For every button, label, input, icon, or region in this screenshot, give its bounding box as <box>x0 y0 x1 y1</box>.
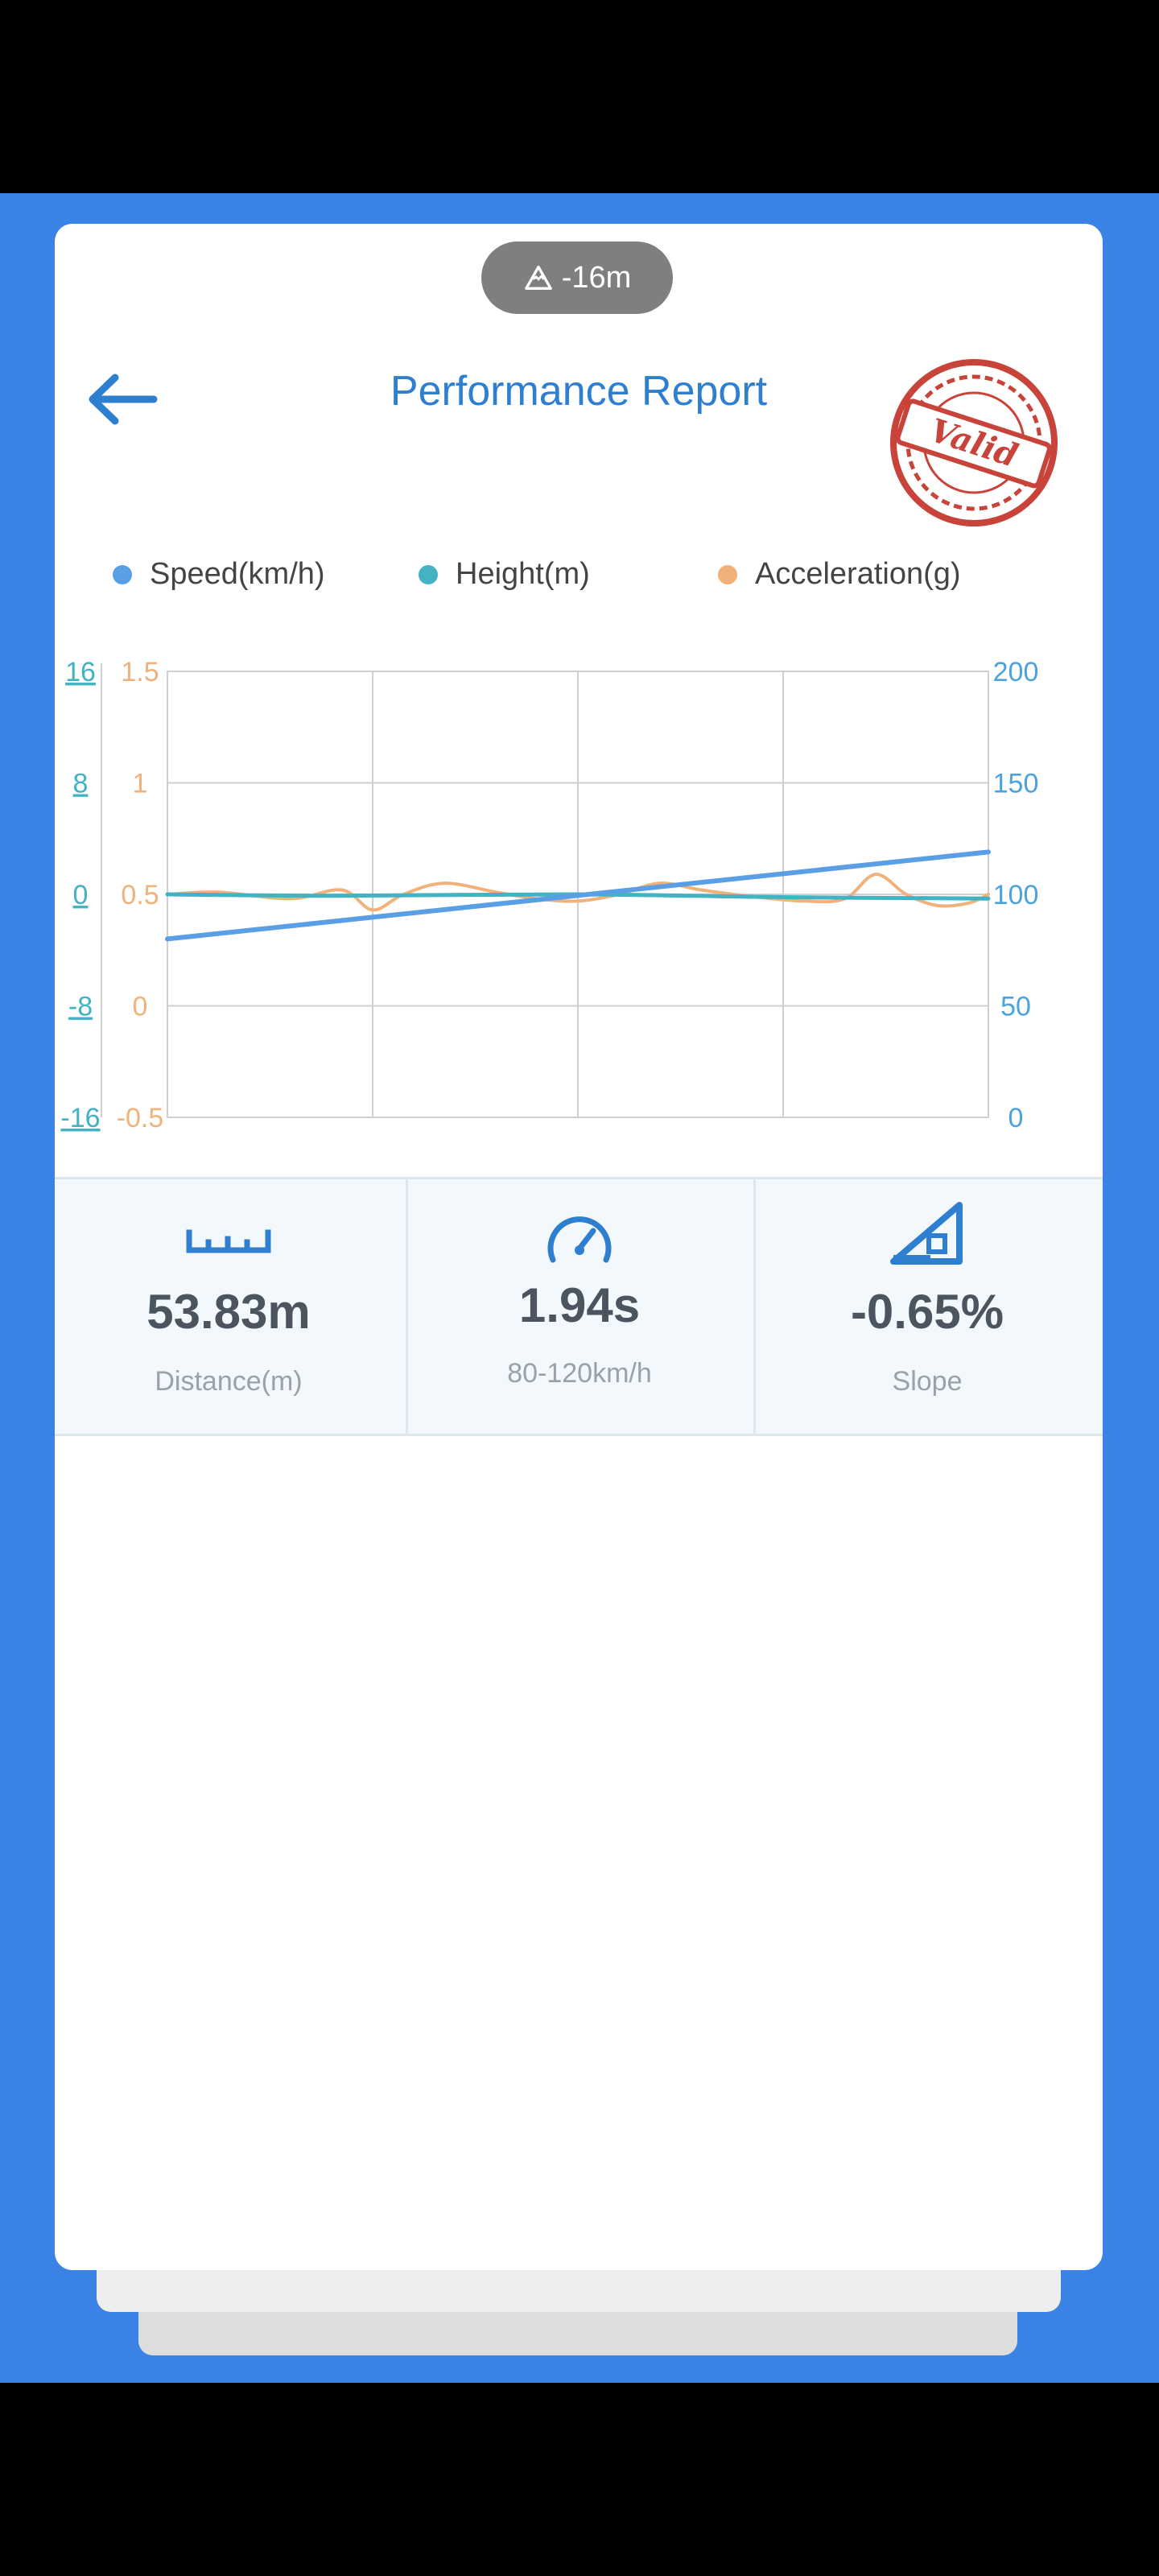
elevation-badge: -16m <box>481 242 673 314</box>
back-arrow-icon <box>89 374 158 425</box>
speed-axis-tick-label: 200 <box>993 657 1039 687</box>
acceleration-axis-tick-label: 1 <box>133 769 148 799</box>
legend-height-label: Height(m) <box>456 557 590 591</box>
acceleration-axis-tick-label: 0.5 <box>121 880 159 910</box>
acceleration-legend-dot <box>718 564 737 584</box>
series-line-speed <box>165 849 991 942</box>
chart-legend: Speed(km/h) Height(m) Acceleration(g) <box>87 557 1085 605</box>
slope-icon <box>890 1202 963 1265</box>
speed-axis-tick-label: 150 <box>993 769 1039 799</box>
height-axis-tick-label: 16 <box>65 657 96 687</box>
mountain-icon <box>524 266 552 290</box>
distance-label: Distance(m) <box>155 1366 303 1397</box>
legend-speed-label: Speed(km/h) <box>150 557 325 591</box>
slope-value: -0.65% <box>850 1285 1004 1339</box>
stats-panel: 53.83m Distance(m) 1.94s 80-120km/h <box>55 1177 1103 1436</box>
stat-slope: -0.65% Slope <box>753 1179 1101 1434</box>
acceleration-time-label: 80-120km/h <box>507 1358 652 1389</box>
height-axis-tick-label: -16 <box>60 1103 100 1133</box>
ruler-icon <box>186 1229 271 1253</box>
stat-divider <box>406 1179 408 1434</box>
report-card: -16m Performance Report Valid Speed(km/h… <box>55 224 1103 2270</box>
back-button[interactable] <box>82 359 163 440</box>
elevation-value: -16m <box>561 260 632 295</box>
height-axis-tick-label: 0 <box>73 880 89 910</box>
height-axis-tick-label: -8 <box>68 992 93 1022</box>
speedometer-icon <box>547 1216 612 1263</box>
height-legend-dot <box>419 564 438 584</box>
acceleration-axis-tick-label: 0 <box>133 992 148 1022</box>
legend-acceleration[interactable]: Acceleration(g) <box>718 557 961 592</box>
valid-stamp: Valid <box>885 354 1062 531</box>
height-axis-tick-label: 8 <box>73 769 89 799</box>
acceleration-axis-tick-label: 1.5 <box>121 657 159 687</box>
stamp-seal-icon <box>890 359 1058 526</box>
speed-axis-tick-label: 100 <box>993 880 1039 910</box>
acceleration-time-value: 1.94s <box>518 1278 641 1332</box>
stat-divider <box>753 1179 756 1434</box>
stat-acceleration-time: 1.94s 80-120km/h <box>406 1179 753 1434</box>
speed-legend-dot <box>113 564 132 584</box>
slope-label: Slope <box>892 1366 963 1397</box>
legend-height[interactable]: Height(m) <box>419 557 590 592</box>
stat-distance: 53.83m Distance(m) <box>55 1179 402 1434</box>
legend-speed[interactable]: Speed(km/h) <box>113 557 325 592</box>
acceleration-axis-tick-label: -0.5 <box>117 1103 164 1133</box>
speed-axis-tick-label: 0 <box>1008 1103 1024 1133</box>
distance-value: 53.83m <box>146 1285 311 1339</box>
legend-acceleration-label: Acceleration(g) <box>755 557 961 591</box>
performance-chart: 16 8 0 -8 -16 1.5 1 0.5 0 -0.5 200 150 100 50 0 <box>60 657 1039 1133</box>
speed-axis-tick-label: 50 <box>1000 992 1031 1022</box>
page-title: Performance Report <box>390 368 768 415</box>
